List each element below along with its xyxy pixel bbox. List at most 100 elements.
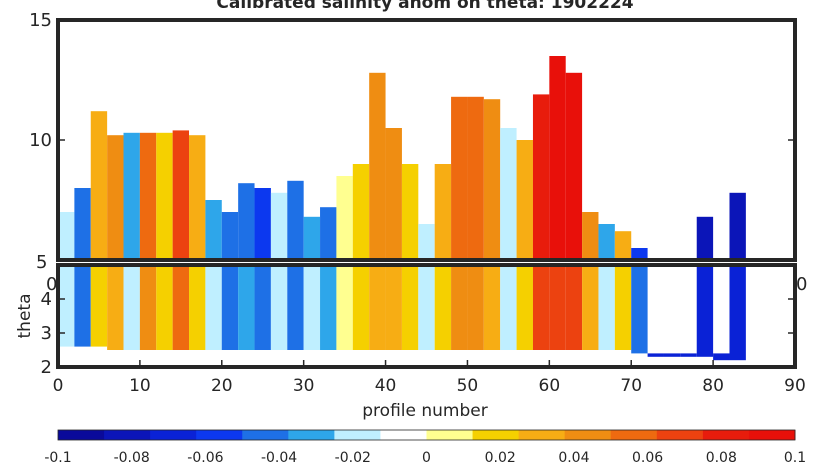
x-tick-label: 0 [53, 376, 64, 396]
profile-column-lower [90, 265, 108, 347]
profile-column-upper [598, 224, 615, 260]
profile-column-upper [189, 135, 206, 260]
colorbar-segment [702, 430, 750, 440]
x-tick-label: 50 [457, 376, 479, 396]
profile-column-upper [451, 96, 468, 260]
profile-column-lower [680, 353, 697, 357]
upper-y-tick-label: 15 [29, 10, 52, 31]
colorbar-segment [380, 430, 427, 440]
colorbar-tick-label: 0.08 [706, 450, 737, 466]
x-tick-label: 90 [784, 376, 806, 396]
profile-column-lower [713, 353, 730, 361]
profile-column-lower [254, 265, 271, 350]
profile-column-upper [582, 212, 599, 260]
upper-panel-data [58, 56, 746, 260]
profile-column-lower [483, 265, 501, 350]
x-tick-label: 60 [539, 376, 561, 396]
profile-column-lower [336, 265, 353, 350]
profile-column-upper [58, 212, 75, 260]
profile-column-upper [107, 135, 124, 260]
profile-column-upper [434, 164, 452, 260]
profile-column-upper [418, 224, 435, 260]
profile-column-lower [401, 265, 419, 350]
profile-column-lower [320, 265, 337, 350]
profile-column-lower [123, 265, 140, 350]
profile-column-lower [516, 265, 533, 350]
colorbar-segment [472, 430, 520, 440]
profile-column-lower [270, 265, 288, 350]
colorbar-segment [656, 430, 704, 440]
profile-column-lower [467, 265, 484, 350]
colorbar-segment [196, 430, 243, 440]
profile-column-lower [598, 265, 615, 350]
x-tick-label: 30 [293, 376, 315, 396]
colorbar-tick-labels: -0.1 -0.08 -0.06 -0.04 -0.02 0 0.02 0.04 0.06 0.0… [44, 450, 806, 466]
x-axis-ticks: 0 10 20 30 40 50 60 70 80 90 [53, 360, 806, 396]
colorbar-tick-label: -0.06 [187, 450, 223, 466]
profile-column-upper [303, 216, 321, 260]
overlap-tick-label-right-0: 0 [796, 274, 807, 295]
profile-column-upper [254, 188, 271, 260]
profile-column-lower [172, 265, 190, 350]
profile-column-lower [532, 265, 550, 350]
colorbar-segment [288, 430, 335, 440]
profile-column-upper [123, 132, 140, 260]
colorbar-tick-label: -0.08 [114, 450, 150, 466]
profile-column-upper [270, 192, 288, 260]
x-tick-label: 70 [620, 376, 642, 396]
lower-panel-data [58, 265, 746, 361]
overlap-tick-label-left-5: 5 [36, 252, 47, 273]
x-tick-label: 20 [211, 376, 233, 396]
profile-column-upper [614, 231, 632, 260]
profile-column-upper [483, 99, 501, 260]
profile-column-lower [221, 265, 239, 350]
profile-column-upper [221, 212, 239, 260]
profile-column-upper [631, 248, 648, 260]
profile-column-upper [565, 72, 583, 260]
colorbar-tick-label: 0.04 [558, 450, 589, 466]
x-tick-label: 80 [702, 376, 724, 396]
profile-column-upper [156, 132, 173, 260]
profile-column-lower [500, 265, 517, 350]
colorbar-outline [57, 429, 796, 441]
lower-y-tick-label: 4 [41, 289, 52, 310]
profile-column-lower [451, 265, 468, 350]
chart-title: Calibrated salinity anom on theta: 19022… [216, 0, 633, 13]
profile-column-lower [663, 353, 681, 357]
colorbar-segment [748, 430, 796, 440]
profile-column-upper [696, 216, 714, 260]
profile-column-upper [532, 94, 550, 260]
upper-y-tick-label: 10 [29, 130, 52, 151]
profile-column-lower [74, 265, 91, 347]
profile-column-upper [74, 188, 91, 260]
colorbar-tick-label: 0 [422, 450, 431, 466]
profile-column-lower [287, 265, 304, 350]
profile-column-upper [401, 164, 419, 260]
colorbar-segment [104, 430, 151, 440]
colorbar-tick-label: 0.1 [784, 450, 806, 466]
colorbar-tick-label: -0.02 [335, 450, 371, 466]
profile-column-lower [549, 265, 566, 350]
colorbar-tick-label: -0.04 [261, 450, 297, 466]
profile-column-upper [90, 111, 108, 260]
profile-column-lower [647, 353, 664, 357]
colorbar-segment [518, 430, 566, 440]
colorbar-tick-label: 0.06 [632, 450, 663, 466]
colorbar-segment [610, 430, 658, 440]
profile-column-lower [205, 265, 222, 350]
profile-column-upper [336, 176, 353, 260]
colorbar-tick-label: -0.1 [44, 450, 71, 466]
lower-panel-y-ticks: 2 3 4 [41, 264, 795, 378]
colorbar [57, 429, 796, 441]
profile-column-upper [352, 164, 370, 260]
colorbar-segment [564, 430, 612, 440]
profile-column-lower [352, 265, 370, 350]
lower-panel-axes-box [56, 263, 797, 369]
x-tick-label: 10 [129, 376, 151, 396]
profile-column-upper [369, 72, 386, 260]
profile-column-upper [139, 132, 157, 260]
x-axis-label: profile number [362, 401, 487, 421]
profile-column-upper [549, 56, 566, 260]
profile-column-lower [434, 265, 452, 350]
